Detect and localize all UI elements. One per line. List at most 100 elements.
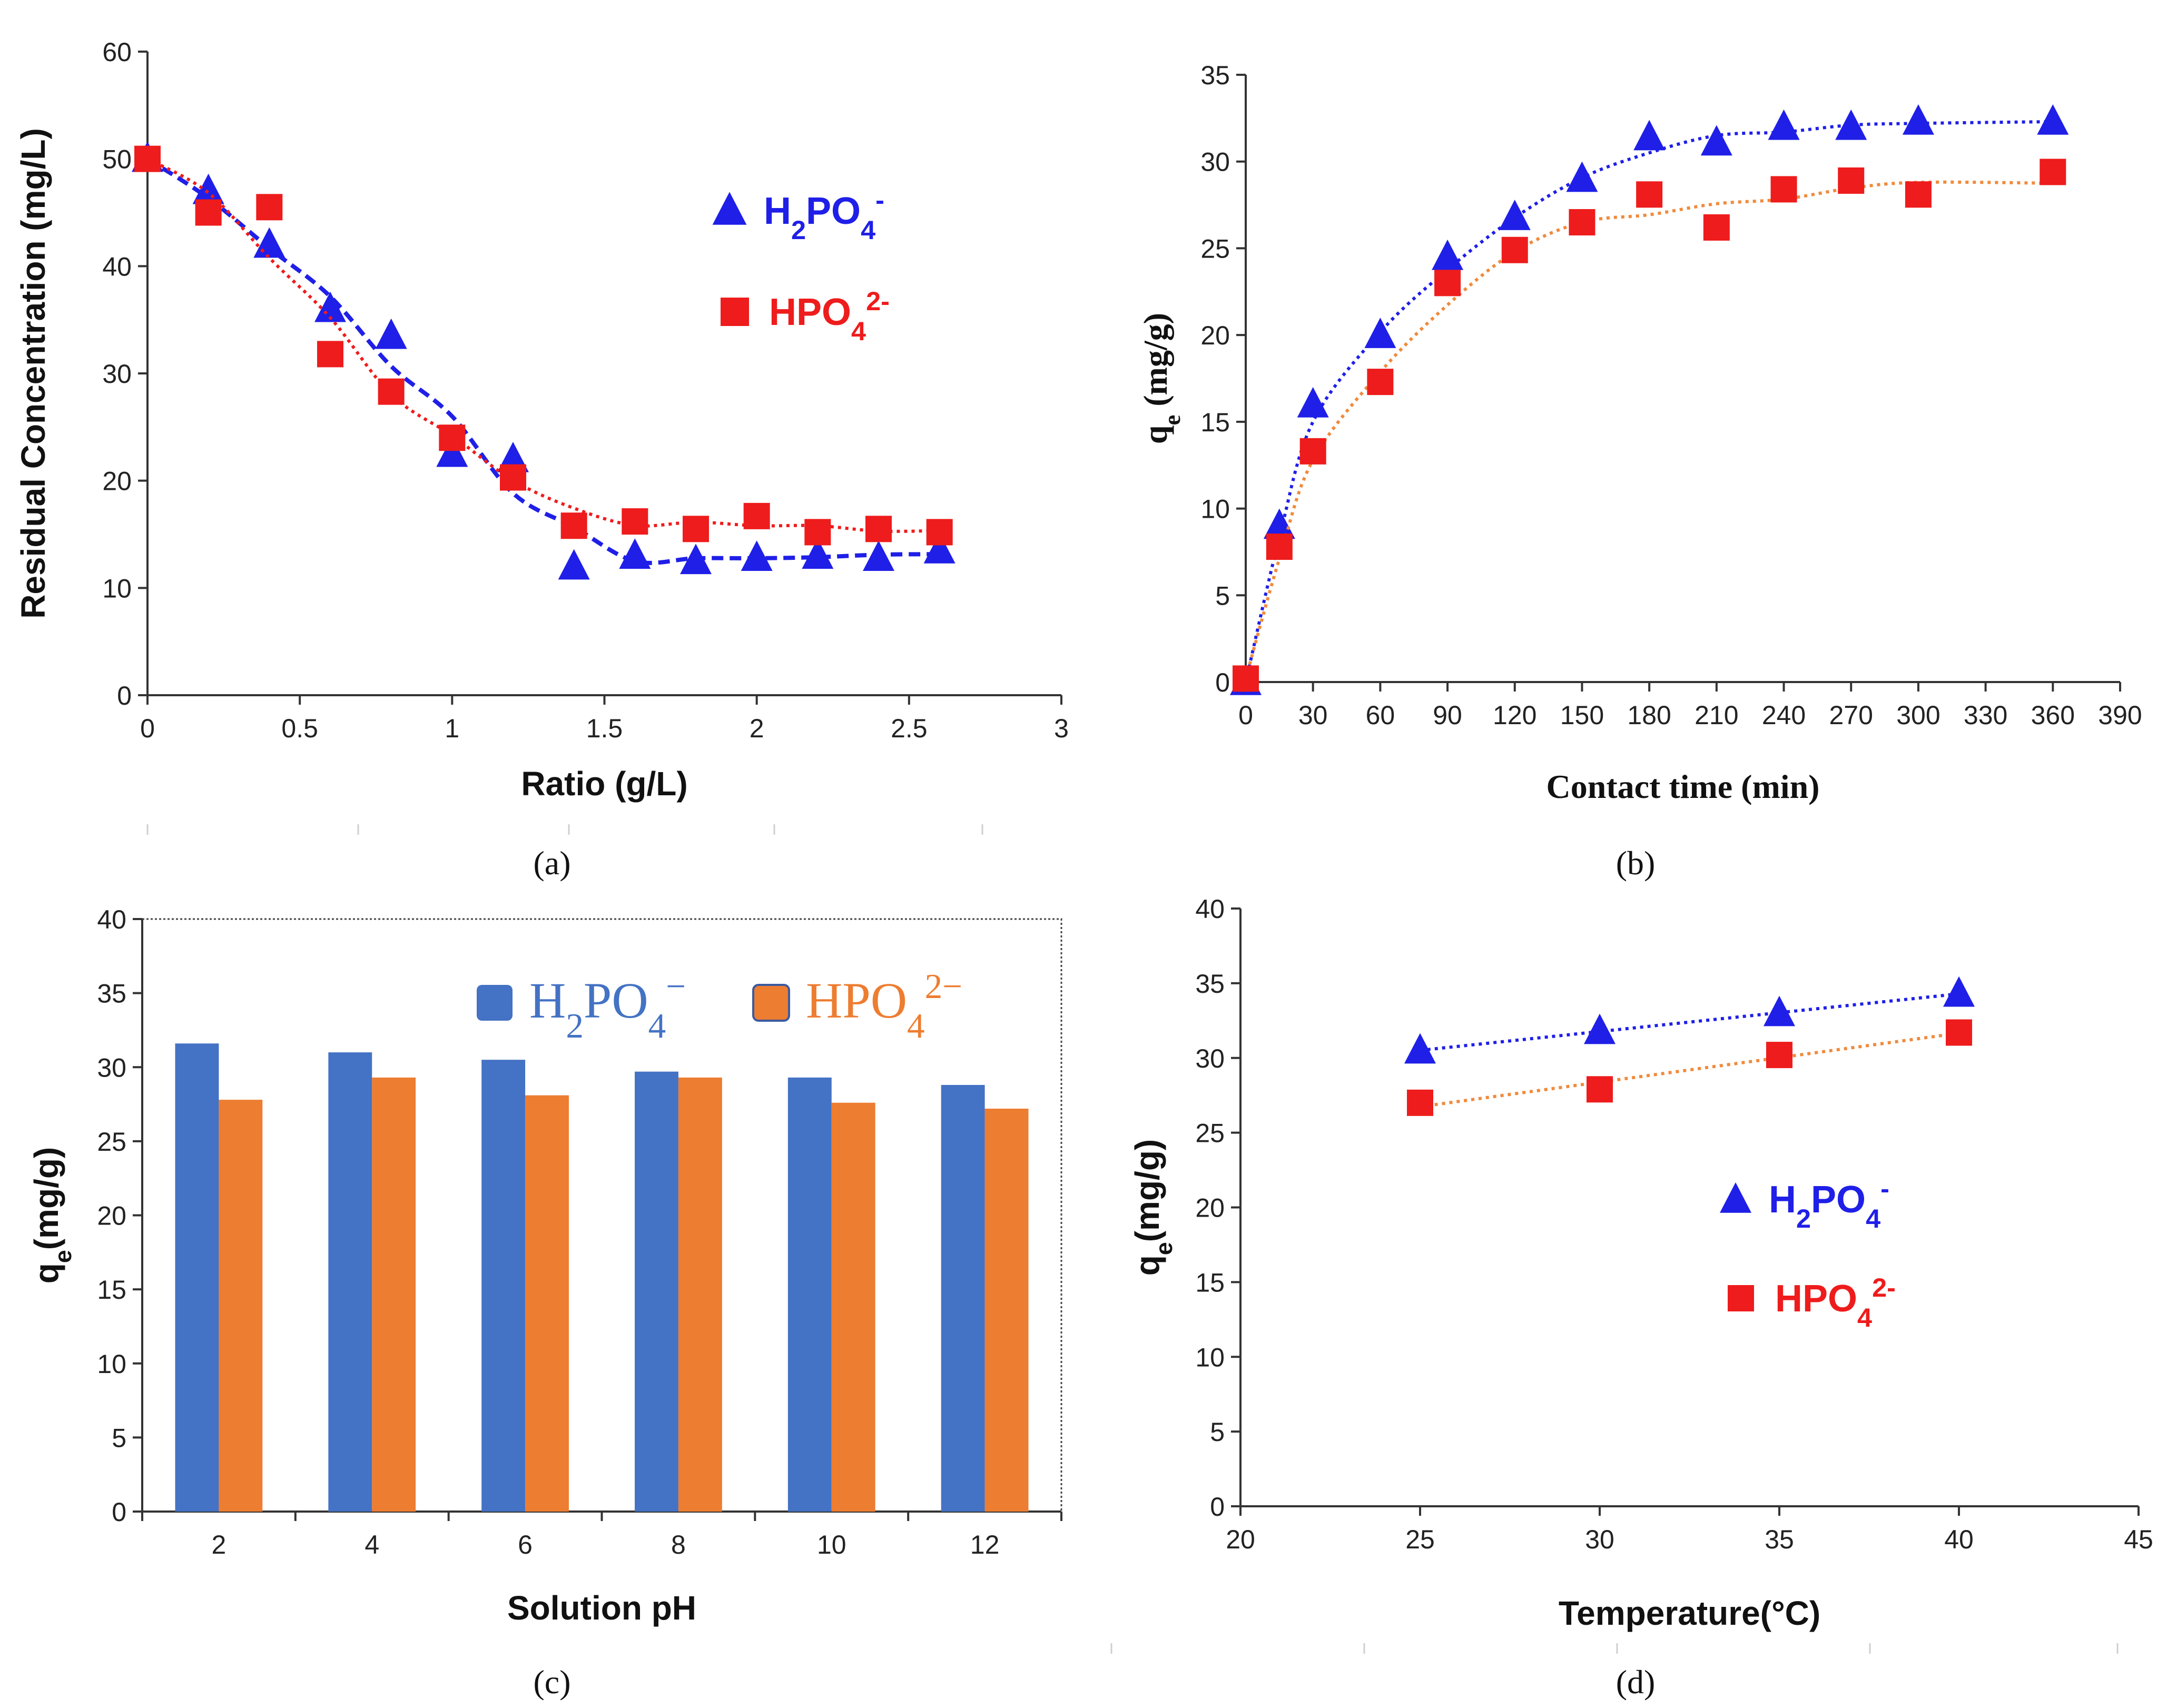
x-tick-label: 390: [2098, 700, 2142, 730]
point-h2po4: [1297, 387, 1329, 418]
x-axis-label: Ratio (g/L): [521, 765, 687, 803]
point-h2po4: [1499, 200, 1531, 230]
point-hpo4: [317, 341, 343, 368]
point-hpo4: [804, 519, 831, 546]
x-tick-label: 1: [445, 714, 459, 743]
point-h2po4: [1263, 508, 1295, 539]
point-h2po4: [253, 227, 285, 258]
point-hpo4: [2040, 159, 2066, 185]
x-tick-label: 240: [1762, 700, 1806, 730]
legend-label: HPO42−: [806, 966, 962, 1045]
y-tick-label: 20: [97, 1201, 126, 1231]
point-hpo4: [1233, 665, 1259, 692]
x-tick-label: 0.5: [281, 714, 318, 743]
bar-h2po4: [941, 1085, 985, 1512]
point-h2po4: [1835, 109, 1867, 140]
y-tick-label: 10: [1200, 495, 1230, 524]
y-tick-label: 15: [1200, 408, 1230, 437]
legend-label: HPO42-: [1775, 1272, 1896, 1332]
point-h2po4: [923, 533, 955, 564]
x-tick-label: 150: [1560, 700, 1604, 730]
legend-label: H2PO4-: [1769, 1173, 1889, 1233]
point-h2po4: [1943, 976, 1975, 1007]
x-tick-label: 300: [1896, 700, 1940, 730]
x-tick-label: 120: [1493, 700, 1536, 730]
y-tick-label: 40: [102, 252, 132, 281]
point-h2po4: [863, 540, 894, 571]
x-tick-label: 360: [2031, 700, 2075, 730]
y-tick-label: 35: [97, 979, 126, 1009]
bar-hpo4: [372, 1077, 416, 1512]
point-hpo4: [1946, 1019, 1972, 1046]
chart-b: 0 5 10 15 20 25 30 35 0 30 60 90 120 150 180 210 240 270 3…: [1137, 61, 2142, 882]
point-h2po4: [1432, 239, 1464, 270]
point-h2po4: [741, 540, 773, 571]
y-tick-label: 30: [1195, 1044, 1225, 1073]
x-tick-label: 10: [817, 1530, 846, 1559]
y-tick-label: 25: [1200, 234, 1230, 263]
point-hpo4: [378, 378, 405, 405]
point-hpo4: [1587, 1076, 1613, 1103]
point-h2po4: [375, 318, 407, 349]
panel-label: (b): [1616, 844, 1656, 882]
x-tick-label: 0: [140, 714, 155, 743]
point-hpo4: [1434, 270, 1461, 297]
point-hpo4: [1299, 438, 1326, 465]
chart-a: 0 10 20 30 40 50 60 0 0.5 1 1.5 2 2.5 3 Residual Conce…: [14, 37, 1069, 882]
y-tick-label: 5: [112, 1423, 126, 1453]
point-h2po4: [1768, 109, 1800, 140]
x-tick-label: 270: [1829, 700, 1873, 730]
x-axis-label: Solution pH: [507, 1589, 696, 1627]
bar-h2po4: [481, 1060, 526, 1512]
chart-d: 0 5 10 15 20 25 30 35 40 20 25 30 35 40 45 qe(mg/g) Temp…: [1128, 894, 2153, 1701]
x-tick-label: 30: [1298, 700, 1328, 730]
y-tick-label: 20: [1195, 1193, 1225, 1223]
point-h2po4: [1902, 104, 1934, 135]
x-tick-label: 2: [212, 1530, 226, 1559]
x-tick-label: 12: [970, 1530, 1000, 1559]
x-tick-label: 330: [1964, 700, 2007, 730]
x-tick-label: 2: [750, 714, 764, 743]
bar-hpo4: [525, 1095, 569, 1512]
x-tick-label: 90: [1433, 700, 1462, 730]
x-tick-label: 35: [1765, 1525, 1794, 1554]
point-h2po4: [680, 544, 712, 575]
y-tick-label: 60: [102, 37, 132, 67]
legend-swatch: [752, 984, 790, 1022]
fit-curve-h2po4: [1420, 992, 1959, 1052]
panel-label: (c): [533, 1663, 570, 1701]
x-tick-label: 1.5: [586, 714, 623, 743]
panel-label: (d): [1616, 1663, 1656, 1701]
x-tick-label: 25: [1405, 1525, 1435, 1554]
point-h2po4: [1584, 1013, 1615, 1044]
y-tick-label: 35: [1200, 61, 1230, 90]
bar-h2po4: [787, 1077, 832, 1512]
y-tick-label: 0: [1210, 1492, 1225, 1522]
legend-label: H2PO4−: [529, 966, 686, 1045]
legend-marker: [1728, 1285, 1754, 1311]
point-hpo4: [926, 519, 953, 546]
x-tick-label: 6: [518, 1530, 533, 1559]
point-h2po4: [1566, 161, 1598, 192]
x-tick-label: 45: [2124, 1525, 2153, 1554]
chart-c: 0 5 10 15 20 25 30 35 40 2 4 6 8 10 12 qe(mg/g) Solution…: [27, 905, 1062, 1701]
point-h2po4: [1700, 125, 1732, 156]
y-tick-label: 50: [102, 145, 132, 174]
x-axis-label: Contact time (min): [1546, 768, 1820, 805]
point-hpo4: [256, 194, 283, 221]
y-tick-label: 0: [117, 681, 132, 710]
point-h2po4: [1364, 318, 1396, 348]
legend-label: HPO42-: [769, 286, 890, 346]
bar-hpo4: [984, 1109, 1029, 1512]
point-hpo4: [1501, 236, 1528, 263]
y-tick-label: 35: [1195, 969, 1225, 999]
y-tick-label: 10: [102, 574, 132, 603]
y-tick-label: 15: [1195, 1268, 1225, 1297]
x-tick-label: 60: [1366, 700, 1395, 730]
y-tick-label: 25: [97, 1127, 126, 1157]
legend-label: H2PO4-: [764, 185, 884, 245]
bar-hpo4: [219, 1100, 263, 1512]
y-tick-label: 0: [112, 1497, 126, 1527]
y-tick-label: 15: [97, 1275, 126, 1305]
x-tick-label: 2.5: [891, 714, 928, 743]
